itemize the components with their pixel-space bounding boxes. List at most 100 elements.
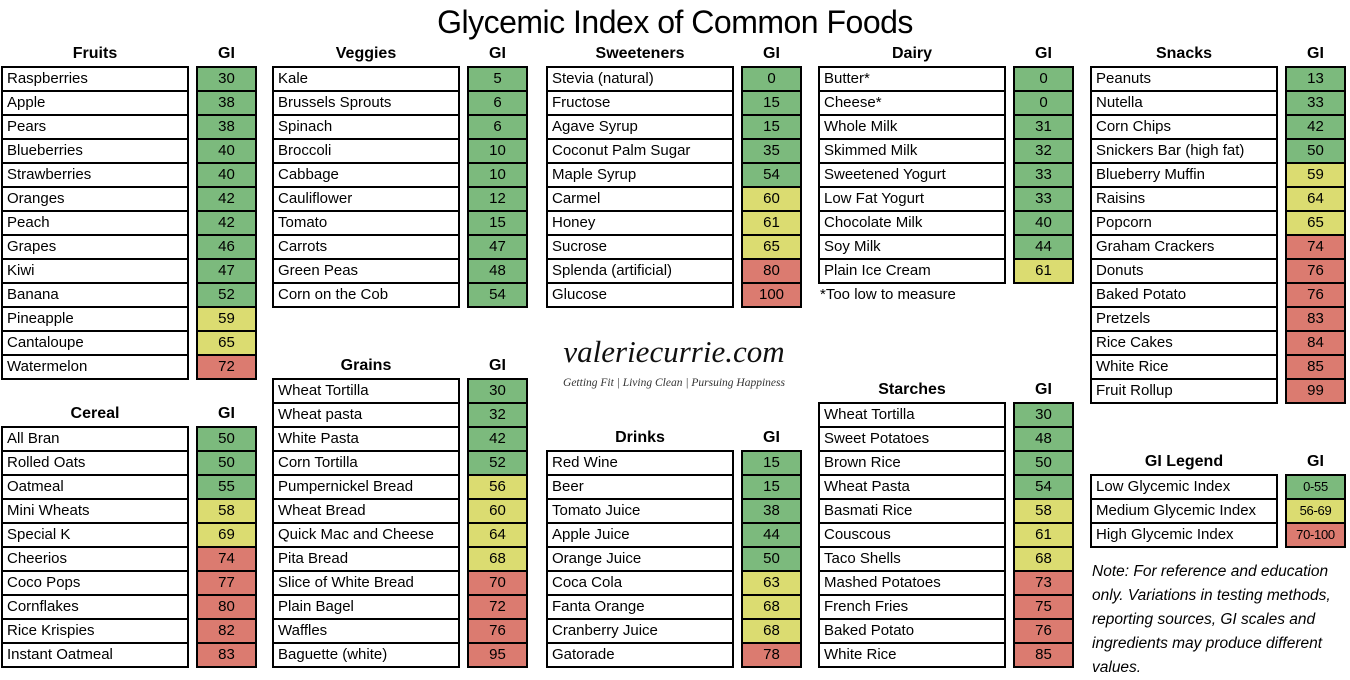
gi-value-cell: 60 bbox=[741, 186, 802, 212]
food-name-cell: Cranberry Juice bbox=[546, 618, 734, 644]
table-row: Stevia (natural) 0 bbox=[546, 66, 802, 92]
table-row: Slice of White Bread 70 bbox=[272, 570, 528, 596]
food-name-cell: Special K bbox=[1, 522, 189, 548]
gi-value-cell: 58 bbox=[1013, 498, 1074, 524]
food-name-cell: Instant Oatmeal bbox=[1, 642, 189, 668]
table-row: Low Glycemic Index 0-55 bbox=[1090, 474, 1346, 500]
gi-value-cell: 38 bbox=[196, 114, 257, 140]
section-title: Grains bbox=[340, 357, 392, 374]
gi-value-cell: 50 bbox=[196, 450, 257, 476]
section-title: Fruits bbox=[72, 45, 118, 62]
gi-value-cell: 72 bbox=[467, 594, 528, 620]
food-name-cell: Cabbage bbox=[272, 162, 460, 188]
food-name-cell: Wheat Tortilla bbox=[818, 402, 1006, 428]
gi-value-cell: 59 bbox=[1285, 162, 1346, 188]
food-name-cell: Oranges bbox=[1, 186, 189, 212]
gi-value-cell: 33 bbox=[1285, 90, 1346, 116]
food-name-cell: Maple Syrup bbox=[546, 162, 734, 188]
veggies-table: Kale 5 Brussels Sprouts 6 Spinach 6 Broccoli 10… bbox=[272, 66, 528, 308]
food-name-cell: Soy Milk bbox=[818, 234, 1006, 260]
food-name-cell: Tomato bbox=[272, 210, 460, 236]
gi-value-cell: 32 bbox=[1013, 138, 1074, 164]
food-name-cell: Low Glycemic Index bbox=[1090, 474, 1278, 500]
gi-value-cell: 15 bbox=[741, 474, 802, 500]
table-row: Graham Crackers 74 bbox=[1090, 234, 1346, 260]
gi-value-cell: 76 bbox=[1285, 282, 1346, 308]
food-name-cell: Mashed Potatoes bbox=[818, 570, 1006, 596]
gi-value-cell: 12 bbox=[467, 186, 528, 212]
table-row: Chocolate Milk 40 bbox=[818, 210, 1074, 236]
food-name-cell: Kale bbox=[272, 66, 460, 92]
food-name-cell: Corn Chips bbox=[1090, 114, 1278, 140]
cereal-table: All Bran 50 Rolled Oats 50 Oatmeal 55 Mini Whe… bbox=[1, 426, 257, 668]
section-title: GI Legend bbox=[1144, 453, 1224, 470]
gi-value-cell: 47 bbox=[196, 258, 257, 284]
food-name-cell: Wheat Bread bbox=[272, 498, 460, 524]
food-name-cell: Pita Bread bbox=[272, 546, 460, 572]
table-row: Pretzels 83 bbox=[1090, 306, 1346, 332]
gi-value-cell: 42 bbox=[467, 426, 528, 452]
gi-value-cell: 65 bbox=[1285, 210, 1346, 236]
dairy-footnote: *Too low to measure bbox=[820, 286, 956, 303]
food-name-cell: All Bran bbox=[1, 426, 189, 452]
gi-value-cell: 70 bbox=[467, 570, 528, 596]
table-row: Rolled Oats 50 bbox=[1, 450, 257, 476]
gi-value-cell: 78 bbox=[741, 642, 802, 668]
food-name-cell: Brown Rice bbox=[818, 450, 1006, 476]
table-row: Pineapple 59 bbox=[1, 306, 257, 332]
food-name-cell: Carrots bbox=[272, 234, 460, 260]
food-name-cell: White Rice bbox=[1090, 354, 1278, 380]
section-cereal: Cereal GI All Bran 50 Rolled Oats 50 Oatmeal… bbox=[1, 402, 257, 668]
section-header: Starches GI bbox=[818, 378, 1074, 402]
section-title: Veggies bbox=[335, 45, 397, 62]
food-name-cell: Peanuts bbox=[1090, 66, 1278, 92]
food-name-cell: Splenda (artificial) bbox=[546, 258, 734, 284]
gi-value-cell: 50 bbox=[1013, 450, 1074, 476]
food-name-cell: Carmel bbox=[546, 186, 734, 212]
food-name-cell: Tomato Juice bbox=[546, 498, 734, 524]
food-name-cell: Sweetened Yogurt bbox=[818, 162, 1006, 188]
food-name-cell: High Glycemic Index bbox=[1090, 522, 1278, 548]
section-header: Dairy GI bbox=[818, 42, 1074, 66]
table-row: Peanuts 13 bbox=[1090, 66, 1346, 92]
site-branding: valeriecurrie.com Getting Fit | Living C… bbox=[546, 330, 802, 389]
gi-value-cell: 50 bbox=[196, 426, 257, 452]
food-name-cell: French Fries bbox=[818, 594, 1006, 620]
gi-value-cell: 61 bbox=[1013, 522, 1074, 548]
table-row: Cabbage 10 bbox=[272, 162, 528, 188]
table-row: Fanta Orange 68 bbox=[546, 594, 802, 620]
gi-value-cell: 85 bbox=[1013, 642, 1074, 668]
table-row: French Fries 75 bbox=[818, 594, 1074, 620]
gi-value-cell: 6 bbox=[467, 90, 528, 116]
food-name-cell: Pretzels bbox=[1090, 306, 1278, 332]
gi-value-cell: 56 bbox=[467, 474, 528, 500]
gi-value-cell: 61 bbox=[1013, 258, 1074, 284]
gi-value-cell: 42 bbox=[196, 186, 257, 212]
food-name-cell: Sweet Potatoes bbox=[818, 426, 1006, 452]
gi-value-cell: 15 bbox=[741, 114, 802, 140]
food-name-cell: Skimmed Milk bbox=[818, 138, 1006, 164]
gi-value-cell: 76 bbox=[467, 618, 528, 644]
food-name-cell: Pineapple bbox=[1, 306, 189, 332]
food-name-cell: Chocolate Milk bbox=[818, 210, 1006, 236]
table-row: Raisins 64 bbox=[1090, 186, 1346, 212]
section-header: Fruits GI bbox=[1, 42, 257, 66]
gi-value-cell: 80 bbox=[741, 258, 802, 284]
section-fruits: Fruits GI Raspberries 30 Apple 38 Pears 38 Blu… bbox=[1, 42, 257, 380]
gi-value-cell: 6 bbox=[467, 114, 528, 140]
table-row: Sweetened Yogurt 33 bbox=[818, 162, 1074, 188]
food-name-cell: Apple bbox=[1, 90, 189, 116]
section-title: Sweeteners bbox=[595, 45, 685, 62]
table-row: Carmel 60 bbox=[546, 186, 802, 212]
gi-value-cell: 0-55 bbox=[1285, 474, 1346, 500]
gi-column-header: GI bbox=[1035, 381, 1052, 398]
table-row: Banana 52 bbox=[1, 282, 257, 308]
gi-value-cell: 74 bbox=[1285, 234, 1346, 260]
gi-column-header: GI bbox=[763, 45, 780, 62]
table-row: Cauliflower 12 bbox=[272, 186, 528, 212]
section-veggies: Veggies GI Kale 5 Brussels Sprouts 6 Spinach… bbox=[272, 42, 528, 308]
gi-value-cell: 58 bbox=[196, 498, 257, 524]
gi-value-cell: 40 bbox=[196, 162, 257, 188]
food-name-cell: Kiwi bbox=[1, 258, 189, 284]
